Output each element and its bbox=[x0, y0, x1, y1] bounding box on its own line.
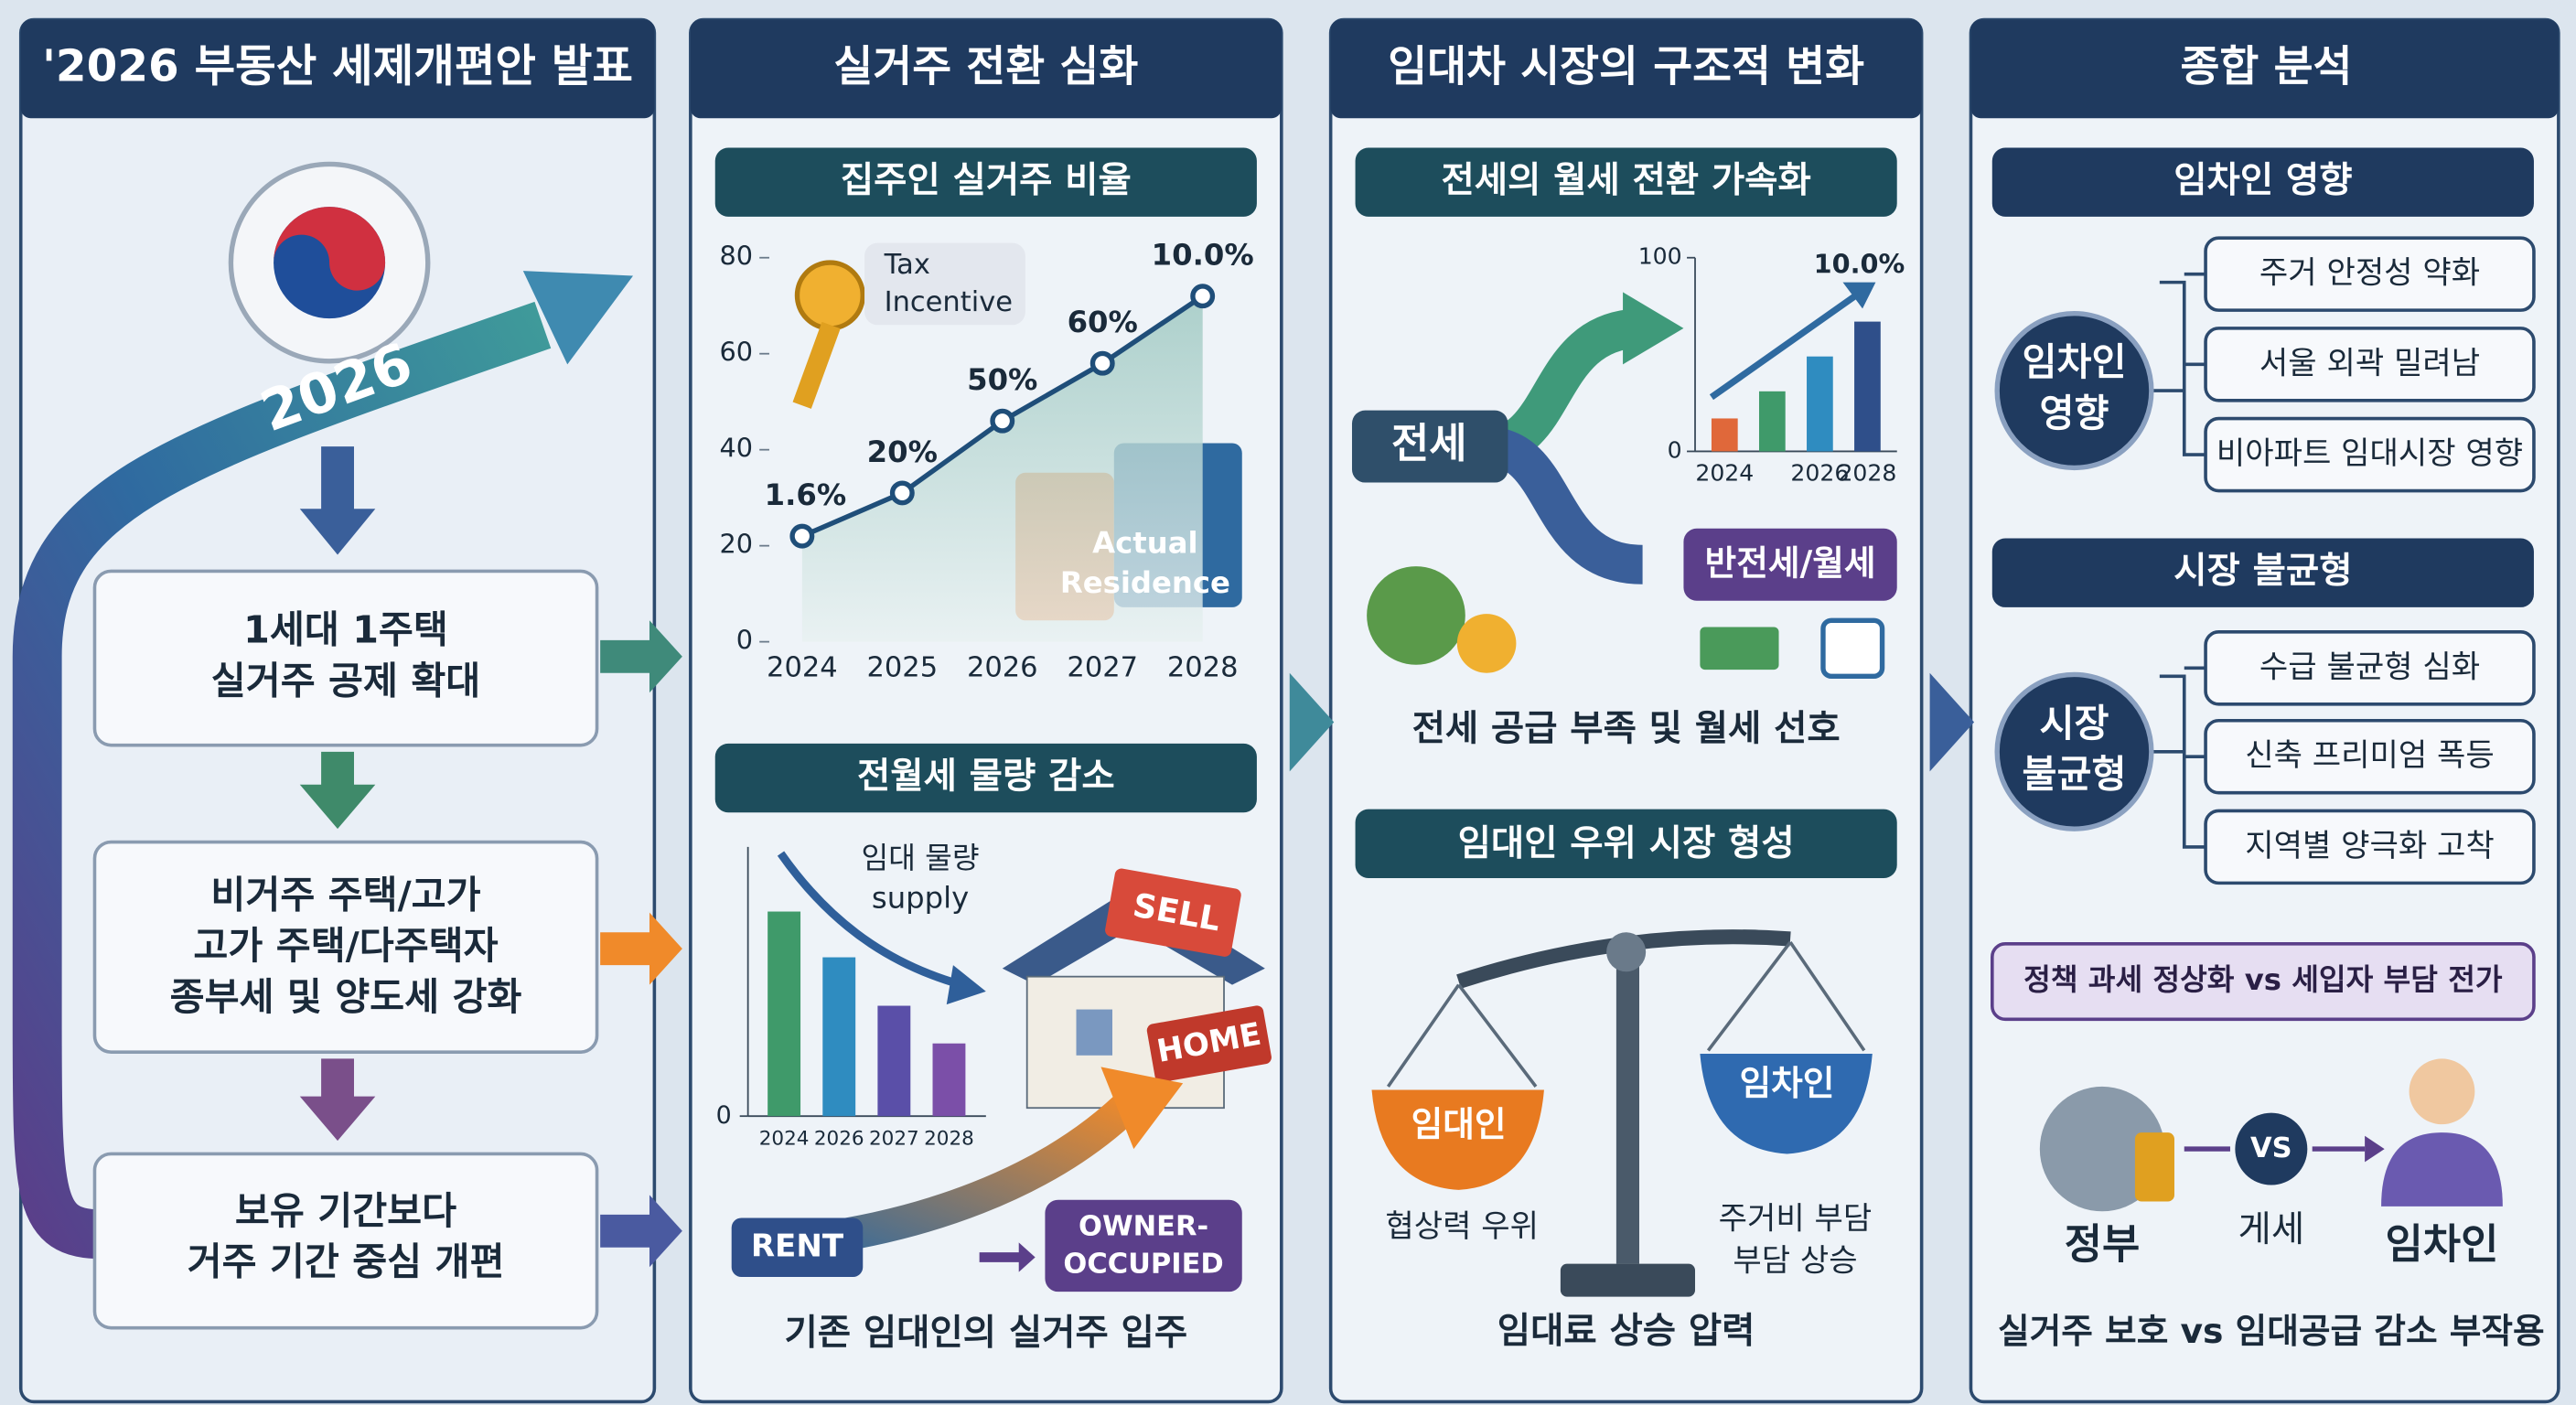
x-tick-label: 2024 bbox=[1695, 460, 1754, 487]
x-tick-label: 2028 bbox=[1167, 651, 1239, 683]
point-label: 1.6% bbox=[765, 477, 847, 512]
trend-label: 10.0% bbox=[1814, 249, 1905, 280]
bar bbox=[767, 911, 801, 1117]
annotation: 임대 물량 supply bbox=[862, 841, 980, 916]
x-tick-label: 2024 bbox=[759, 1127, 810, 1150]
x-tick-label: 2026 bbox=[1790, 460, 1849, 487]
item-label: 지역별 양극화 고착 bbox=[2245, 827, 2494, 863]
note: 주거비 부담 부담 상승 bbox=[1719, 1200, 1873, 1279]
item-label: 서울 외곽 밀려남 bbox=[2259, 345, 2480, 381]
x-tick-label: 2028 bbox=[924, 1127, 974, 1150]
x-tick-label: 2025 bbox=[867, 651, 939, 683]
chart-title: 집주인 실거주 비율 bbox=[841, 159, 1132, 201]
x-tick-label: 2026 bbox=[814, 1127, 864, 1150]
panel-title: 실거주 전환 심화 bbox=[833, 42, 1138, 91]
actor-label: 게세 bbox=[2238, 1207, 2305, 1249]
vs-label: VS bbox=[2250, 1132, 2292, 1164]
point-label: 20% bbox=[867, 434, 938, 469]
section-title: 임대인 우위 시장 형성 bbox=[1458, 822, 1795, 864]
y-tick-label: 60 bbox=[719, 337, 753, 368]
x-tick-label: 2027 bbox=[1067, 651, 1138, 683]
x-tick-label: 2026 bbox=[967, 651, 1038, 683]
bar bbox=[1807, 356, 1833, 452]
point bbox=[889, 480, 915, 506]
x-tick-label: 2024 bbox=[767, 651, 838, 683]
point bbox=[1089, 350, 1115, 376]
bar bbox=[877, 1005, 911, 1117]
caption: 기존 임대인의 실거주 입주 bbox=[785, 1311, 1188, 1353]
bar bbox=[1854, 321, 1881, 452]
y-tick-label: 0 bbox=[716, 1101, 732, 1130]
section-title: 시장 불균형 bbox=[2174, 550, 2352, 592]
y-tick-label: 100 bbox=[1638, 243, 1682, 270]
item-label: 주거 안정성 약화 bbox=[2259, 254, 2480, 291]
actor-label: 임차인 bbox=[2386, 1220, 2499, 1269]
note: 협상력 우위 bbox=[1385, 1208, 1539, 1245]
bar bbox=[1711, 418, 1738, 452]
x-tick-label: 2027 bbox=[869, 1127, 919, 1150]
chart-title: 전월세 물량 감소 bbox=[857, 755, 1115, 797]
point bbox=[789, 523, 815, 549]
flow-label: OWNER-OCCUPIED bbox=[1063, 1210, 1223, 1280]
section-title: 전세의 월세 전환 가속화 bbox=[1441, 159, 1810, 201]
flow-label: 반전세/월세 bbox=[1705, 542, 1876, 583]
actor-label: 정부 bbox=[2065, 1220, 2141, 1269]
section-title: 임차인 영향 bbox=[2174, 159, 2352, 201]
point-label: 50% bbox=[967, 362, 1037, 397]
panel-title: '2026 부동산 세제개편안 발표 bbox=[42, 40, 633, 91]
step-box-text: 보유 기간보다 거주 기간 중심 개편 bbox=[188, 1189, 505, 1284]
scale-label: 임차인 bbox=[1740, 1063, 1835, 1103]
point bbox=[1190, 284, 1216, 309]
x-tick-label: 2028 bbox=[1838, 460, 1896, 487]
item-label: 수급 불균형 심화 bbox=[2259, 649, 2480, 685]
area bbox=[801, 295, 1203, 642]
bar bbox=[822, 957, 856, 1117]
y-tick-label: 20 bbox=[719, 529, 753, 560]
hub-label: 임차인 영향 bbox=[2023, 340, 2127, 435]
item-label: 신축 프리미엄 폭등 bbox=[2245, 737, 2494, 774]
y-tick-label: 0 bbox=[736, 625, 753, 656]
caption: 임대료 상승 압력 bbox=[1497, 1310, 1755, 1352]
scale-label: 임대인 bbox=[1411, 1103, 1507, 1143]
hub-label: 시장 불균형 bbox=[2023, 702, 2127, 797]
point bbox=[990, 408, 1015, 434]
y-tick-label: 40 bbox=[719, 433, 753, 464]
flow-label: RENT bbox=[751, 1228, 844, 1264]
point-label: 10.0% bbox=[1152, 238, 1254, 273]
bar bbox=[1758, 391, 1786, 452]
flow-label: 전세 bbox=[1391, 419, 1467, 467]
item-label: 비아파트 임대시장 영향 bbox=[2216, 435, 2523, 472]
annotation: Actual Residence bbox=[1060, 525, 1230, 600]
caption: 전세 공급 부족 및 월세 선호 bbox=[1412, 707, 1841, 749]
y-tick-label: 80 bbox=[719, 241, 753, 272]
panel-title: 종합 분석 bbox=[2181, 42, 2353, 91]
step-box-text: 1세대 1주택 실거주 공제 확대 bbox=[211, 608, 480, 703]
annotation: Tax Incentive bbox=[884, 248, 1013, 317]
step-box-text: 비거주 주택/고가 고가 주택/다주택자 종부세 및 양도세 강화 bbox=[170, 873, 522, 1018]
panel-title: 임대차 시장의 구조적 변화 bbox=[1388, 42, 1864, 91]
bar bbox=[932, 1043, 966, 1117]
caption: 실거주 보호 vs 임대공급 감소 부작용 bbox=[1998, 1311, 2545, 1351]
point-label: 60% bbox=[1068, 305, 1138, 339]
y-tick-label: 0 bbox=[1668, 436, 1682, 463]
banner: 정책 과세 정상화 vs 세입자 부담 전가 bbox=[2023, 962, 2503, 997]
